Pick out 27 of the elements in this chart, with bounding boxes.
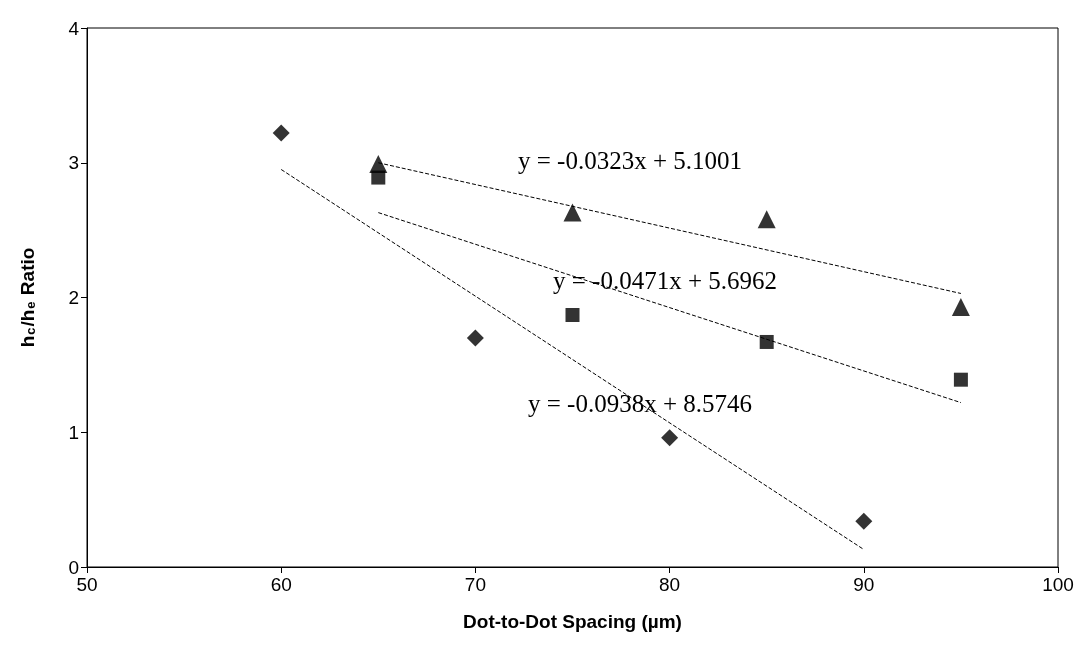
y-tick-label: 2: [68, 287, 79, 308]
point: [369, 155, 388, 174]
point: [855, 512, 873, 530]
point: [272, 124, 290, 142]
x-tick-label: 50: [76, 574, 98, 595]
point: [951, 297, 970, 316]
x-tick-label: 70: [464, 574, 486, 595]
point: [563, 203, 582, 222]
y-tick-label: 0: [68, 556, 79, 578]
x-axis-title: Dot-to-Dot Spacing (µm): [463, 611, 682, 632]
x-tick-label: 90: [853, 574, 875, 595]
point: [759, 334, 774, 349]
annotation: y = -0.0938x + 8.5746: [527, 389, 753, 417]
y-tick-label: 4: [68, 17, 80, 39]
y-axis-title: hc/he Ratio: [17, 247, 38, 348]
y-tick-label: 3: [68, 152, 79, 174]
x-tick-label: 60: [270, 574, 292, 595]
point: [661, 429, 679, 447]
point: [953, 372, 968, 387]
y-tick-label: 1: [68, 421, 79, 443]
point: [565, 308, 580, 323]
annotation: y = -0.0471x + 5.6962: [552, 266, 778, 294]
x-tick-label: 100: [1042, 574, 1074, 595]
point: [757, 210, 776, 229]
x-tick-label: 80: [659, 574, 681, 595]
annotation: y = -0.0323x + 5.1001: [517, 146, 743, 174]
point: [466, 329, 484, 347]
